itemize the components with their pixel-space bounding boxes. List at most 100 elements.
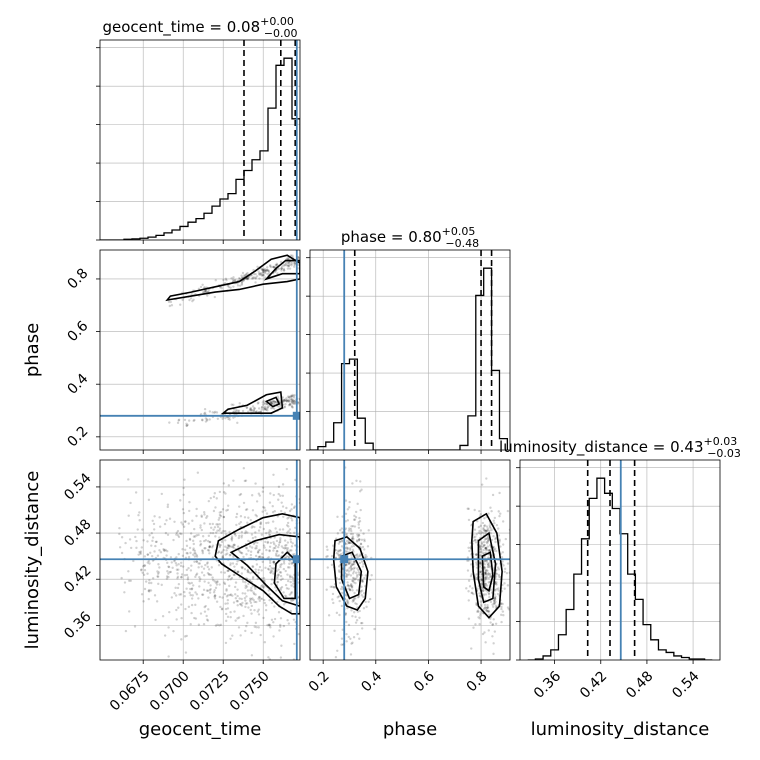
sample-point bbox=[282, 603, 286, 606]
sample-point bbox=[259, 597, 262, 600]
sample-point bbox=[238, 602, 242, 606]
sample-point bbox=[261, 486, 265, 489]
histogram-phase bbox=[310, 267, 509, 450]
sample-point bbox=[229, 637, 232, 640]
sample-point bbox=[287, 530, 290, 533]
sample-point bbox=[349, 564, 353, 568]
sample-point bbox=[364, 553, 367, 557]
sample-point bbox=[261, 584, 264, 587]
sample-point bbox=[221, 550, 224, 554]
sample-point bbox=[265, 268, 268, 272]
sample-point bbox=[484, 529, 487, 533]
sample-point bbox=[245, 547, 248, 550]
sample-point bbox=[238, 277, 242, 281]
sample-point bbox=[361, 580, 364, 583]
sample-point bbox=[247, 606, 250, 609]
sample-point bbox=[345, 574, 348, 578]
sample-point bbox=[356, 535, 360, 538]
sample-point bbox=[288, 396, 291, 399]
sample-point bbox=[181, 548, 184, 551]
sample-point bbox=[490, 528, 493, 532]
sample-point bbox=[236, 570, 239, 574]
sample-point bbox=[280, 501, 283, 504]
sample-point bbox=[349, 653, 353, 656]
sample-point bbox=[253, 407, 256, 410]
sample-point bbox=[338, 540, 342, 543]
sample-point bbox=[492, 534, 495, 538]
sample-point bbox=[472, 592, 475, 596]
sample-point bbox=[474, 553, 478, 556]
sample-point bbox=[234, 534, 237, 537]
sample-point bbox=[249, 550, 253, 553]
sample-point bbox=[293, 262, 297, 265]
sample-point bbox=[206, 561, 209, 564]
sample-point bbox=[269, 265, 273, 269]
sample-point bbox=[266, 623, 269, 627]
sample-point bbox=[493, 516, 497, 520]
sample-point bbox=[192, 298, 195, 301]
sample-point bbox=[176, 586, 180, 590]
sample-point bbox=[363, 539, 366, 543]
sample-point bbox=[203, 539, 206, 543]
sample-point bbox=[346, 606, 349, 610]
sample-point bbox=[193, 549, 197, 553]
sample-point bbox=[156, 575, 159, 578]
sample-point bbox=[269, 626, 272, 629]
sample-point bbox=[486, 610, 489, 613]
x-tick-label: 0.6 bbox=[411, 668, 438, 695]
sample-point bbox=[236, 617, 239, 620]
sample-point bbox=[282, 546, 285, 550]
sample-point bbox=[146, 553, 149, 556]
sample-point bbox=[483, 563, 486, 566]
sample-point bbox=[361, 565, 365, 568]
sample-point bbox=[290, 398, 293, 401]
sample-point bbox=[337, 595, 341, 598]
sample-point bbox=[166, 533, 170, 537]
sample-point bbox=[244, 586, 247, 590]
sample-point bbox=[485, 540, 488, 544]
sample-point bbox=[337, 569, 341, 572]
sample-point bbox=[195, 593, 199, 596]
sample-point bbox=[196, 471, 200, 474]
sample-point bbox=[479, 512, 482, 516]
truth-marker bbox=[340, 555, 349, 564]
sample-point bbox=[208, 545, 211, 548]
sample-point bbox=[356, 540, 359, 543]
sample-point bbox=[289, 532, 292, 535]
panel-title-geocent_time: geocent_time = 0.08+0.00 −0.00 bbox=[102, 15, 297, 40]
sample-point bbox=[488, 613, 491, 616]
sample-point bbox=[263, 407, 267, 410]
sample-point bbox=[486, 542, 489, 545]
sample-point bbox=[500, 605, 503, 609]
sample-point bbox=[227, 285, 231, 289]
sample-point bbox=[486, 535, 490, 538]
sample-point bbox=[276, 550, 279, 553]
sample-point bbox=[345, 563, 348, 567]
sample-point bbox=[227, 417, 230, 421]
sample-point bbox=[177, 606, 180, 609]
sample-point bbox=[190, 587, 194, 590]
sample-point bbox=[254, 570, 258, 574]
sample-point bbox=[272, 560, 276, 563]
sample-point bbox=[272, 549, 275, 552]
sample-point bbox=[339, 587, 343, 591]
sample-point bbox=[218, 583, 221, 586]
sample-point bbox=[488, 573, 491, 577]
sample-point bbox=[199, 526, 202, 529]
sample-point bbox=[484, 537, 488, 540]
sample-point bbox=[257, 551, 260, 554]
sample-point bbox=[167, 655, 170, 658]
y-tick-label: 0.8 bbox=[64, 265, 91, 292]
sample-point bbox=[272, 265, 275, 269]
sample-point bbox=[238, 549, 241, 552]
sample-point bbox=[128, 610, 131, 613]
sample-point bbox=[357, 569, 360, 572]
sample-point bbox=[238, 550, 242, 554]
sample-point bbox=[195, 573, 198, 577]
sample-point bbox=[352, 570, 356, 573]
pair-panel-phase-luminosity_distance bbox=[310, 460, 510, 660]
sample-point bbox=[257, 549, 260, 552]
histogram-frame-geocent_time bbox=[99, 39, 301, 241]
sample-point bbox=[270, 402, 273, 405]
sample-point bbox=[469, 541, 472, 545]
